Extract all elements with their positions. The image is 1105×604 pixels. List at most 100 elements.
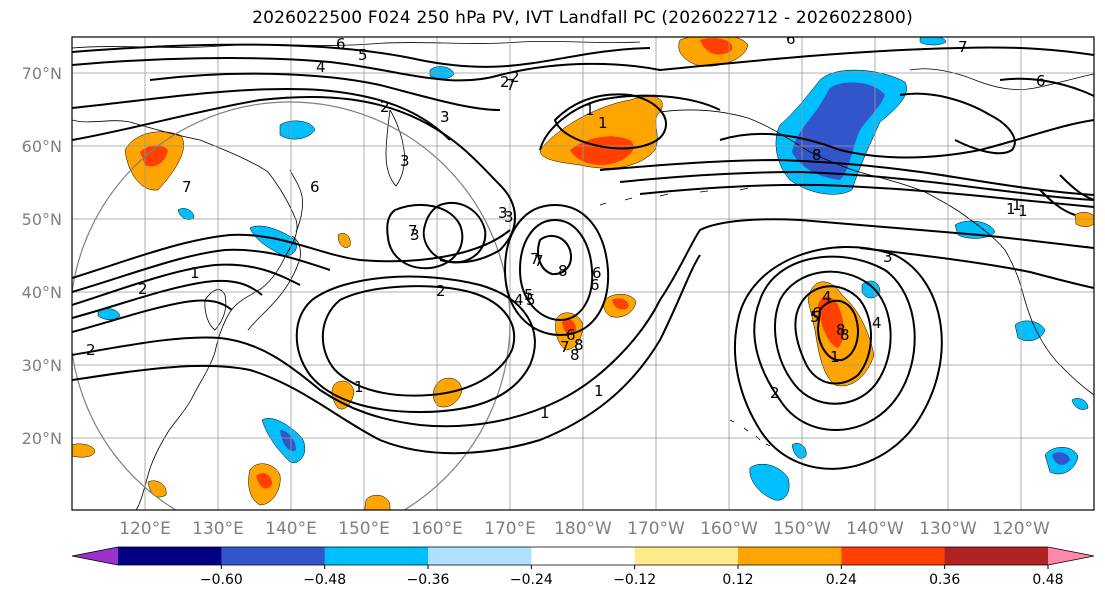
colorbar-tick-label: −0.48 xyxy=(303,572,346,588)
lat-label: 20°N xyxy=(22,429,62,448)
contour-label: 1 xyxy=(1018,202,1028,220)
contour-line xyxy=(639,183,1094,208)
positive-anomaly-core xyxy=(562,319,576,335)
colorbar-outline xyxy=(71,546,1095,566)
negative-anomaly-core xyxy=(1052,452,1070,465)
colorbar-tick-label: 0.48 xyxy=(1032,572,1063,588)
contour-line xyxy=(619,170,1094,201)
contour-labels: 6 5 4 7 3 2 3 1 6 7 3 2 1 2 3 4 5 6 7 8 … xyxy=(86,37,1046,422)
contour-label: 2 xyxy=(380,98,390,116)
lon-label: 180°W xyxy=(554,519,612,539)
coastline-hawaii xyxy=(729,419,771,447)
contour-line xyxy=(816,299,859,362)
coastline-north-america xyxy=(1004,249,1094,396)
lon-label: 160°E xyxy=(411,519,463,539)
contour-label: 7 xyxy=(530,250,540,268)
colorbar-bin xyxy=(428,547,532,565)
contour-label: 1 xyxy=(540,404,550,422)
colorbar-bin xyxy=(221,547,326,565)
negative-anomaly-area xyxy=(249,225,297,256)
contour-label: 6 xyxy=(590,276,600,294)
contour-label: 8 xyxy=(836,321,846,339)
lat-label: 70°N xyxy=(22,64,62,83)
contour-line xyxy=(539,94,721,151)
contour-label: 4 xyxy=(316,58,326,76)
contour-line xyxy=(72,299,233,333)
lon-label: 140°W xyxy=(846,519,904,539)
colorbar-bin xyxy=(324,547,429,565)
lon-label: 160°W xyxy=(700,519,758,539)
lon-label: 150°W xyxy=(773,519,831,539)
contour-line xyxy=(859,247,1094,289)
contour-line xyxy=(72,88,451,141)
negative-anomaly-area xyxy=(1071,398,1089,410)
positive-anomaly-core xyxy=(818,296,844,348)
contour-line xyxy=(794,285,872,385)
negative-anomaly-area xyxy=(861,280,881,299)
contour-line xyxy=(599,158,1094,196)
positive-anomaly-area xyxy=(1074,212,1094,227)
negative-anomaly-area xyxy=(279,120,316,140)
negative-anomaly-area xyxy=(791,442,807,459)
contour-label: 8 xyxy=(840,326,850,344)
lon-label: 140°E xyxy=(265,519,317,539)
colorbar-tick-label: 0.24 xyxy=(826,572,857,588)
contour-line xyxy=(774,270,892,405)
contour-label: 3 xyxy=(440,108,450,126)
contour-label: 8 xyxy=(570,346,580,364)
colorbar: −0.60 −0.48 −0.36 −0.24 −0.12 0.12 0.24 0.36 0.4… xyxy=(71,546,1095,588)
positive-anomaly-area xyxy=(147,480,167,498)
contour-line xyxy=(753,255,916,431)
contour-line xyxy=(999,77,1094,97)
contour-line xyxy=(733,246,943,470)
colorbar-tick-label: −0.12 xyxy=(613,572,656,588)
coastline-canada-arctic xyxy=(909,68,1094,90)
plot-title: 2026022500 F024 250 hPa PV, IVT Landfall… xyxy=(252,8,913,28)
contour-line xyxy=(518,218,594,322)
contour-label: 2 xyxy=(138,280,148,298)
contour-line xyxy=(72,248,331,293)
contour-line xyxy=(553,93,667,150)
contour-label: 7 xyxy=(958,38,968,56)
positive-anomaly-area xyxy=(337,232,351,248)
contour-label: 8 xyxy=(558,262,568,280)
contour-line xyxy=(72,46,1094,82)
negative-anomaly-area xyxy=(1014,320,1046,341)
contour-label: 8 xyxy=(812,146,822,164)
contour-line xyxy=(1059,174,1094,201)
contour-label: 5 xyxy=(526,291,536,309)
colorbar-tick-label: 0.12 xyxy=(722,572,753,588)
contour-label: 6 xyxy=(310,178,320,196)
colorbar-tick-label: −0.24 xyxy=(510,572,553,588)
contour-label: 4 xyxy=(822,288,832,306)
contour-line xyxy=(422,202,487,264)
negative-anomaly-area xyxy=(919,37,947,46)
contour-line xyxy=(295,275,536,414)
coastlines xyxy=(72,41,1094,510)
colorbar-extend-high xyxy=(1048,547,1094,565)
lat-label: 50°N xyxy=(22,210,62,229)
contour-label: 1 xyxy=(354,378,364,396)
contour-label: 3 xyxy=(400,152,410,170)
contour-label: 7 xyxy=(408,222,418,240)
positive-anomaly-core xyxy=(700,38,733,55)
lon-label: 130°W xyxy=(919,519,977,539)
contour-line xyxy=(72,279,263,319)
contour-line xyxy=(72,254,701,455)
negative-anomaly-area xyxy=(177,208,195,220)
contour-label: 5 xyxy=(810,308,820,326)
lon-label: 130°E xyxy=(192,519,244,539)
contour-line xyxy=(537,234,572,276)
negative-anomaly-core xyxy=(280,430,296,452)
positive-anomaly-core xyxy=(140,145,168,167)
contour-line xyxy=(149,72,501,111)
colorbar-bin xyxy=(531,547,636,565)
contour-label: 6 xyxy=(592,264,602,282)
contour-line xyxy=(321,285,516,397)
contour-line xyxy=(72,95,516,264)
contour-line xyxy=(1039,189,1076,216)
contour-label: 2 xyxy=(510,68,520,86)
lat-label: 60°N xyxy=(22,137,62,156)
contour-label: 2 xyxy=(436,282,446,300)
colorbar-bin xyxy=(738,547,842,565)
